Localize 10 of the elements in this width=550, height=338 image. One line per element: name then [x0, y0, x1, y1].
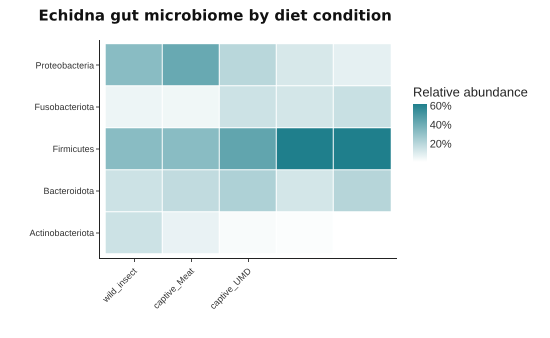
- chart-title: Echidna gut microbiome by diet condition: [38, 6, 392, 25]
- y-tick-label: Firmicutes: [52, 144, 95, 154]
- y-tick-label: Fusobacteriota: [34, 102, 94, 112]
- y-tick-label: Actinobacteriota: [30, 228, 94, 238]
- color-bar-label: 20%: [430, 138, 452, 151]
- color-bar-label: 40%: [430, 120, 452, 132]
- color-bar-label: 60%: [430, 100, 452, 113]
- color-bar-title: Relative abundance: [412, 84, 528, 100]
- y-tick-label: Bacteroidota: [44, 186, 94, 196]
- y-tick-label: Proteobacteria: [36, 60, 94, 70]
